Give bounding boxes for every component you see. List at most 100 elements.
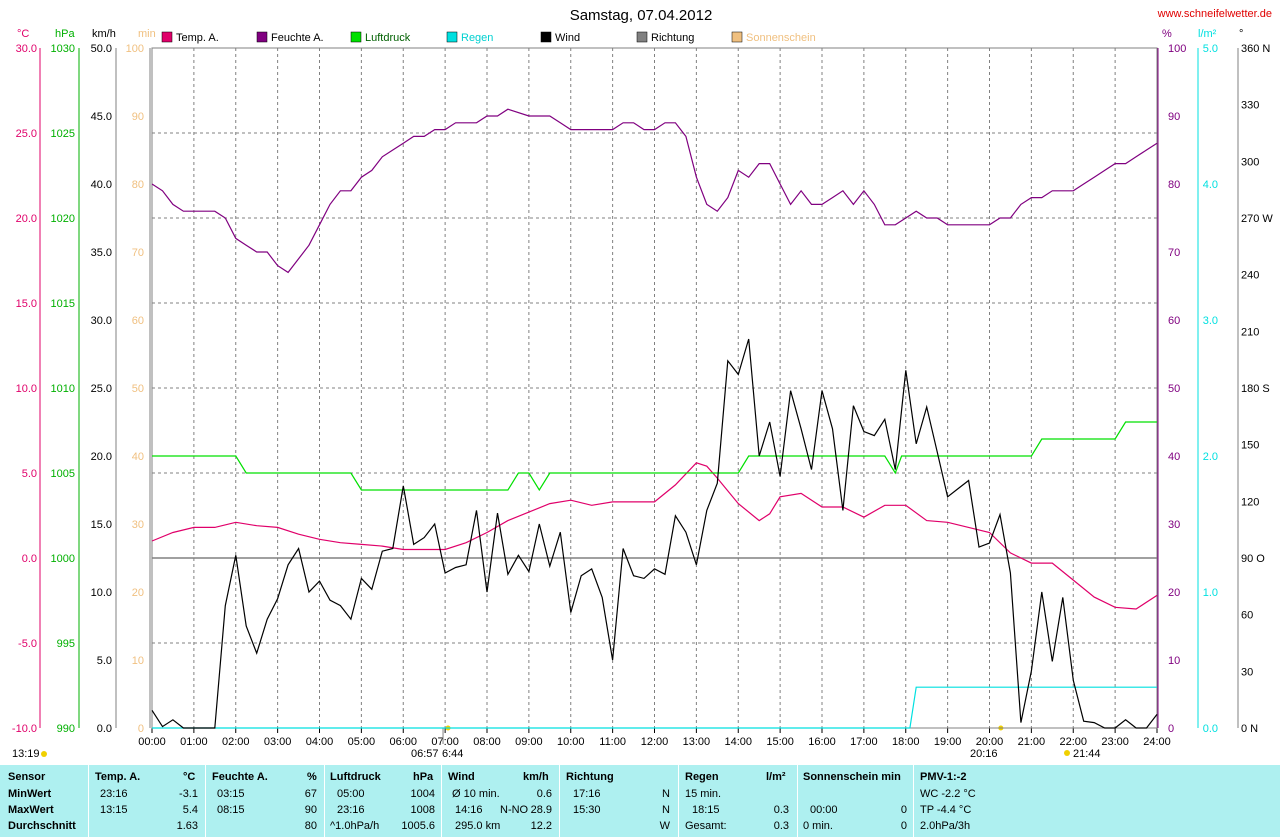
wind-tick-label: 30.0 — [91, 315, 112, 327]
humidity-tick-label: 20 — [1168, 587, 1180, 599]
wind-tick-label: 40.0 — [91, 179, 112, 191]
direction-tick-label: 90 O — [1241, 553, 1265, 565]
x-tick-label: 04:00 — [306, 736, 334, 748]
legend-label: Luftdruck — [365, 32, 411, 44]
humidity-avg-value: 80 — [304, 820, 317, 832]
rain-tick-label: 5.0 — [1203, 43, 1218, 55]
x-tick-label: 15:00 — [766, 736, 794, 748]
direction-tick-label: 300 — [1241, 156, 1259, 168]
wind-tick-label: 50.0 — [91, 43, 112, 55]
wind-max-direction: N-NO — [500, 804, 529, 816]
legend-label: Richtung — [651, 32, 694, 44]
site-link[interactable]: www.schneifelwetter.de — [1157, 8, 1272, 20]
rain-max-value: 0.3 — [773, 804, 789, 816]
wind-max-time: 14:16 — [455, 804, 483, 816]
series-line-wind — [151, 338, 1158, 729]
legend-label: Regen — [461, 32, 493, 44]
humidity-tick-label: 50 — [1168, 383, 1180, 395]
sunshine-total: 0 min. — [803, 820, 833, 832]
pressure-unit: hPa — [413, 771, 434, 783]
moonset-label: 21:44 — [1073, 748, 1101, 760]
avg-row-label: Durchschnitt — [8, 820, 76, 832]
temp-avg-value: 1.63 — [176, 820, 198, 832]
temp-header: Temp. A. — [95, 771, 141, 783]
grid-layer — [151, 47, 1158, 729]
x-tick-label: 18:00 — [892, 736, 920, 748]
humidity-tick-label: 70 — [1168, 247, 1180, 259]
series-line-tempa — [151, 462, 1158, 610]
rain-interval: 15 min. — [685, 788, 722, 800]
x-tick-label: 16:00 — [808, 736, 836, 748]
sunrise-label: 06:57 — [411, 748, 439, 760]
legend-swatch — [636, 31, 648, 43]
wind-distance: 295.0 km — [455, 820, 501, 832]
direction-tick-label: 210 — [1241, 326, 1259, 338]
series-line-luftdruck — [152, 421, 1157, 492]
sunshine-tick-label: 40 — [132, 451, 144, 463]
sunshine-tick-label: 10 — [132, 655, 144, 667]
x-tick-label: 14:00 — [724, 736, 752, 748]
pressure-min-time: 05:00 — [337, 788, 365, 800]
direction-tick-label: 0 N — [1241, 723, 1258, 735]
sunshine-tick-label: 90 — [132, 111, 144, 123]
rain-tick-label: 3.0 — [1203, 315, 1218, 327]
legend-label: Temp. A. — [176, 32, 219, 44]
chart-title: Samstag, 07.04.2012 — [570, 7, 713, 24]
x-tick-label: 12:00 — [641, 736, 669, 748]
direction-tick-label: 30 — [1241, 666, 1253, 678]
humidity-tick-label: 80 — [1168, 179, 1180, 191]
sunshine-tick-label: 20 — [132, 587, 144, 599]
legend-swatch — [350, 31, 362, 43]
rain-header: Regen — [685, 771, 719, 783]
temp-tick-label: 5.0 — [22, 468, 37, 480]
wind-unit-label: km/h — [92, 28, 116, 40]
wind-avg-label: Ø 10 min. — [452, 788, 500, 800]
wind-tick-label: 45.0 — [91, 111, 112, 123]
rain-unit-label: l/m² — [1198, 28, 1217, 40]
wind-tick-label: 35.0 — [91, 247, 112, 259]
wind-tick-label: 15.0 — [91, 519, 112, 531]
x-tick-label: 10:00 — [557, 736, 585, 748]
temp-tick-label: 30.0 — [16, 43, 37, 55]
min-row-label: MinWert — [8, 788, 52, 800]
series-line-regen — [152, 686, 1157, 729]
legend-swatch — [731, 31, 743, 43]
pmv-header: PMV-1:-2 — [920, 771, 967, 783]
humidity-tick-label: 90 — [1168, 111, 1180, 123]
pressure-tick-label: 1010 — [51, 383, 75, 395]
humidity-tick-label: 10 — [1168, 655, 1180, 667]
pressure-tick-label: 1005 — [51, 468, 75, 480]
temp-tick-label: 15.0 — [16, 298, 37, 310]
temp-tick-label: 20.0 — [16, 213, 37, 225]
temp-tick-label: -10.0 — [12, 723, 37, 735]
pressure-max-value: 1008 — [410, 804, 435, 816]
x-tick-label: 07:00 — [431, 736, 459, 748]
pressure-tick-label: 1000 — [51, 553, 75, 565]
x-tick-label: 13:00 — [683, 736, 711, 748]
legend-swatch — [161, 31, 173, 43]
statistics-table: Sensor MinWert MaxWert Durchschnitt Temp… — [0, 765, 1280, 837]
temp-min-value: -3.1 — [179, 788, 198, 800]
legend-swatch — [256, 31, 268, 43]
humidity-max-time: 08:15 — [217, 804, 245, 816]
x-tick-label: 00:00 — [138, 736, 166, 748]
wind-tick-label: 20.0 — [91, 451, 112, 463]
sunset-label: 20:16 — [970, 748, 998, 760]
x-tick-label: 23:00 — [1101, 736, 1129, 748]
x-tick-label: 09:00 — [515, 736, 543, 748]
pressure-tick-label: 1025 — [51, 128, 75, 140]
wind-header: Wind — [448, 771, 475, 783]
sunshine-max-value: 0 — [900, 804, 907, 816]
legend-label: Sonnenschein — [746, 32, 816, 44]
series-layer — [151, 108, 1158, 729]
direction-min-time: 17:16 — [573, 788, 601, 800]
x-tick-label: 19:00 — [934, 736, 962, 748]
direction-unit-label: ° — [1239, 28, 1243, 40]
direction-tick-label: 360 N — [1241, 43, 1270, 55]
windchill-value: WC -2.2 °C — [920, 788, 976, 800]
pressure-tick-label: 1020 — [51, 213, 75, 225]
sensor-header: Sensor — [8, 771, 46, 783]
x-tick-label: 01:00 — [180, 736, 208, 748]
wind-max-value: 28.9 — [530, 804, 552, 816]
pressure-tick-label: 990 — [57, 723, 75, 735]
